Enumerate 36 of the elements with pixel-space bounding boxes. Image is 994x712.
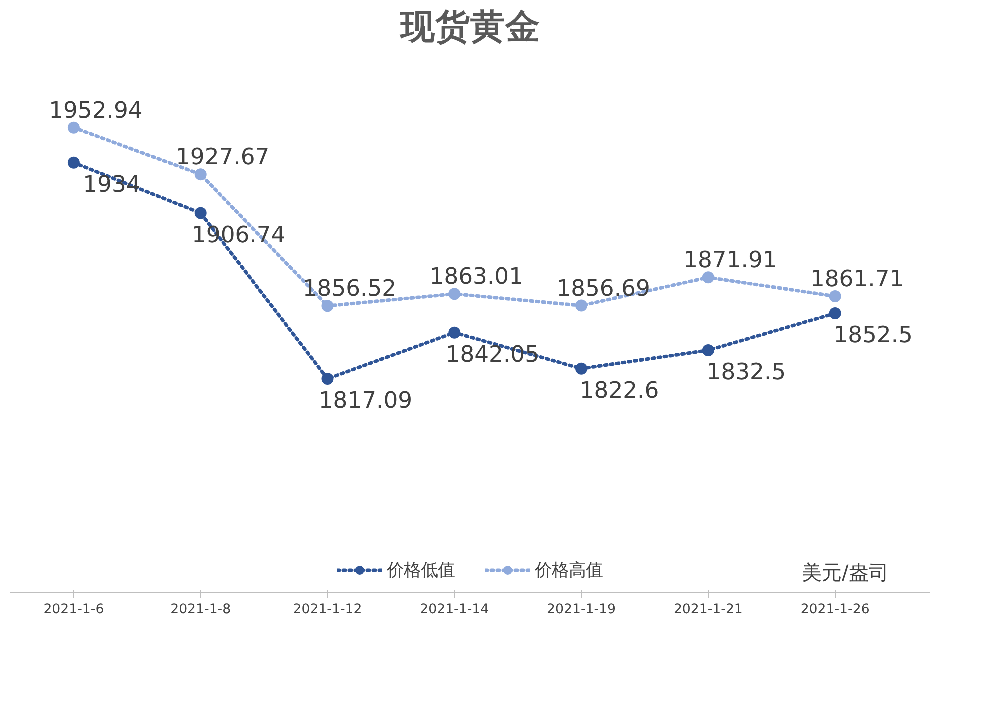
x-tick-label: 2021-1-8	[170, 602, 232, 618]
point	[829, 308, 842, 320]
point	[576, 362, 588, 375]
x-tick-label: 2021-1-12	[293, 602, 362, 618]
point	[702, 272, 714, 284]
data-label: 1856.69	[556, 276, 650, 302]
x-tick-label: 2021-1-14	[420, 602, 490, 618]
x-tick-label: 2021-1-19	[547, 602, 616, 618]
data-label: 1822.6	[580, 378, 660, 404]
data-label: 1861.71	[810, 266, 904, 293]
point	[448, 326, 461, 339]
point	[194, 168, 207, 181]
data-label: 1952.94	[49, 98, 143, 124]
chart-title: 现货黄金	[398, 8, 540, 48]
x-tick-label: 2021-1-6	[44, 602, 104, 618]
text: 美元/盎司	[802, 560, 889, 584]
data-label: 1852.5	[834, 322, 913, 349]
point	[322, 300, 334, 312]
point	[68, 156, 80, 169]
point	[576, 300, 588, 312]
data-label: 1817.09	[318, 388, 413, 414]
point	[194, 207, 207, 220]
x-tick-label: 2021-1-21	[674, 602, 743, 618]
data-label: 1842.05	[446, 342, 540, 368]
point	[322, 373, 334, 385]
point	[829, 290, 842, 303]
legend-label: 价格高值	[535, 560, 603, 582]
point	[448, 288, 461, 300]
data-label: 1832.5	[706, 360, 786, 386]
legend-label: 价格低值	[387, 560, 455, 582]
data-label: 1927.67	[176, 144, 270, 171]
point	[68, 122, 80, 134]
x-tick-label: 2021-1-26	[800, 602, 870, 618]
point	[702, 344, 714, 357]
data-label: 1871.91	[684, 248, 778, 274]
data-label: 1863.01	[430, 264, 524, 290]
